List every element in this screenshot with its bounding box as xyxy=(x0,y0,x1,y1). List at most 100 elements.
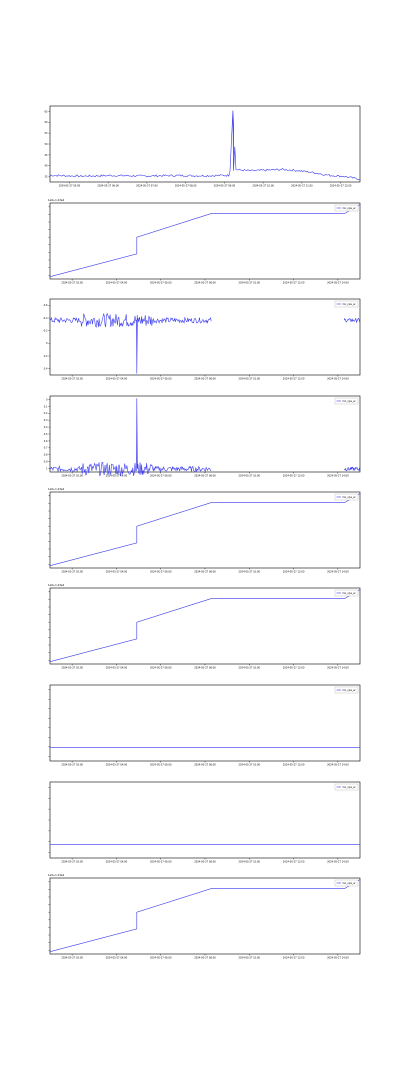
y-tick-label: 0.9 xyxy=(44,461,48,464)
series-line xyxy=(49,879,361,952)
series-line xyxy=(49,398,361,477)
offset-label: 1e9+1.23e4 xyxy=(48,198,64,202)
x-tick-label: 2024-05-27 06:00 xyxy=(150,282,172,285)
plot-frame xyxy=(49,781,361,859)
plot-frame xyxy=(49,105,361,183)
legend-box xyxy=(334,493,359,501)
x-tick-label: 2024-05-27 10:00 xyxy=(252,185,274,188)
chart-panel-9: 1e9+1.23e4 2024-05-27 02:00 2024-05-27 04:… xyxy=(48,873,361,960)
chart-panel-2: 1e9+1.23e4 2024-05-27 02:00 2024-05-27 04:… xyxy=(48,198,361,285)
x-tick-label: 2024-05-27 11:00 xyxy=(291,185,313,188)
chart-panel-5: 1e9+1.23e4 2024-05-27 02:00 2024-05-27 04:… xyxy=(48,487,361,574)
x-tick-label: 2024-05-27 06:00 xyxy=(150,861,172,864)
y-tick-label: 0.7 xyxy=(44,447,48,450)
x-tick-label: 2024-05-27 08:00 xyxy=(194,861,216,864)
y-tick-label: 65 xyxy=(44,110,48,113)
x-tick-label: 2024-05-27 10:00 xyxy=(239,957,261,960)
y-tick-label: 50 xyxy=(44,143,48,146)
x-tick-label: 2024-05-27 06:00 xyxy=(150,571,172,574)
y-tick-label: 55 xyxy=(44,132,48,135)
series-line xyxy=(49,110,361,181)
plot-frame xyxy=(49,298,361,376)
x-tick-label: 2024-05-27 08:00 xyxy=(194,957,216,960)
y-tick-label: 35 xyxy=(44,175,48,178)
x-tick-label: 2024-05-27 12:00 xyxy=(283,764,305,767)
x-tick-label: 2024-05-27 02:00 xyxy=(61,282,83,285)
legend-label: CA_ops_w xyxy=(343,399,357,403)
legend-box xyxy=(334,783,359,791)
x-tick-label: 2024-05-27 04:00 xyxy=(106,378,128,381)
x-tick-label: 2024-05-27 08:00 xyxy=(194,571,216,574)
x-tick-label: 2024-05-27 12:00 xyxy=(283,475,305,478)
x-tick-label: 2024-05-27 04:00 xyxy=(106,861,128,864)
legend-box xyxy=(334,397,359,405)
y-tick-label: 0.8 xyxy=(44,454,48,457)
plot-frame xyxy=(49,877,361,955)
x-tick-label: 2024-05-27 14:00 xyxy=(327,764,349,767)
x-tick-label: 2024-05-27 02:00 xyxy=(61,667,83,670)
legend-label: CA_ops_w xyxy=(343,591,357,595)
x-tick-label: 2024-05-27 02:00 xyxy=(61,571,83,574)
x-tick-label: 2024-05-27 10:00 xyxy=(239,764,261,767)
y-tick-label: 0 xyxy=(46,342,48,345)
x-tick-label: 2024-05-27 14:00 xyxy=(327,378,349,381)
legend-box xyxy=(334,589,359,597)
y-tick-label: 0.2 xyxy=(44,355,48,358)
legend-label: CA_ops_w xyxy=(343,495,357,499)
offset-label: 1e9+1.23e4 xyxy=(48,487,64,491)
y-tick-label: 1 xyxy=(46,467,48,470)
x-tick-label: 2024-05-27 05:00 xyxy=(59,185,81,188)
plot-frame xyxy=(49,395,361,473)
x-tick-label: 2024-05-27 04:00 xyxy=(106,764,128,767)
x-tick-label: 2024-05-27 06:00 xyxy=(97,185,119,188)
x-tick-label: 2024-05-27 10:00 xyxy=(239,282,261,285)
chart-panel-8: 2024-05-27 02:00 2024-05-27 04:00 2024-05-… xyxy=(48,781,361,864)
y-tick-label: 0.3 xyxy=(44,419,48,422)
series-line xyxy=(49,493,361,566)
x-tick-label: 2024-05-27 08:00 xyxy=(175,185,197,188)
plot-frame xyxy=(49,202,361,280)
legend-label: CA_ops_w xyxy=(343,206,357,210)
chart-panel-6: 1e9+1.23e4 2024-05-27 02:00 2024-05-27 04:… xyxy=(48,583,361,670)
offset-label: 1e9+1.23e4 xyxy=(48,583,64,587)
y-tick-label: 0.5 xyxy=(44,433,48,436)
x-tick-label: 2024-05-27 04:00 xyxy=(106,667,128,670)
x-tick-label: 2024-05-27 12:00 xyxy=(283,861,305,864)
legend-label: CA_ops_w xyxy=(343,785,357,789)
x-tick-label: 2024-05-27 04:00 xyxy=(106,957,128,960)
x-tick-label: 2024-05-27 12:00 xyxy=(283,378,305,381)
y-tick-label: 60 xyxy=(44,121,48,124)
x-tick-label: 2024-05-27 06:00 xyxy=(150,764,172,767)
x-tick-label: 2024-05-27 02:00 xyxy=(61,378,83,381)
x-tick-label: 2024-05-27 10:00 xyxy=(239,861,261,864)
x-tick-label: 2024-05-27 06:00 xyxy=(150,667,172,670)
x-tick-label: 2024-05-27 02:00 xyxy=(61,764,83,767)
legend-box xyxy=(334,879,359,887)
y-tick-label: 0.1 xyxy=(44,405,48,408)
offset-label: 1e9+1.23e4 xyxy=(48,873,64,877)
y-tick-label: -0.4 xyxy=(43,317,48,320)
x-tick-label: 2024-05-27 14:00 xyxy=(327,475,349,478)
y-tick-label: 0.4 xyxy=(44,426,48,429)
plot-frame xyxy=(49,684,361,762)
x-tick-label: 2024-05-27 07:00 xyxy=(136,185,158,188)
x-tick-label: 2024-05-27 14:00 xyxy=(327,282,349,285)
series-line xyxy=(49,589,361,662)
x-tick-label: 2024-05-27 14:00 xyxy=(327,571,349,574)
y-tick-label: 40 xyxy=(44,165,48,168)
legend-label: CA_ops_w xyxy=(343,688,357,692)
plot-frame xyxy=(49,491,361,569)
x-tick-label: 2024-05-27 08:00 xyxy=(194,378,216,381)
x-tick-label: 2024-05-27 10:00 xyxy=(239,571,261,574)
y-tick-label: 0.2 xyxy=(44,412,48,415)
chart-panel-3: 0.4 0.2 0 -0.2 -0.4 -0.6 2024-05-27 02:00 2024-… xyxy=(43,298,361,381)
x-tick-label: 2024-05-27 06:00 xyxy=(150,957,172,960)
y-tick-label: -0.6 xyxy=(43,304,48,307)
legend-label: CA_ops_w xyxy=(343,302,357,306)
x-tick-label: 2024-05-27 08:00 xyxy=(194,282,216,285)
x-tick-label: 2024-05-27 08:00 xyxy=(194,667,216,670)
x-tick-label: 2024-05-27 04:00 xyxy=(106,571,128,574)
x-tick-label: 2024-05-27 12:00 xyxy=(283,282,305,285)
chart-panel-4: 1 0.9 0.8 0.7 0.6 0.5 0.4 0.3 0.2 0.1 0 2024-05-27 … xyxy=(44,395,361,478)
